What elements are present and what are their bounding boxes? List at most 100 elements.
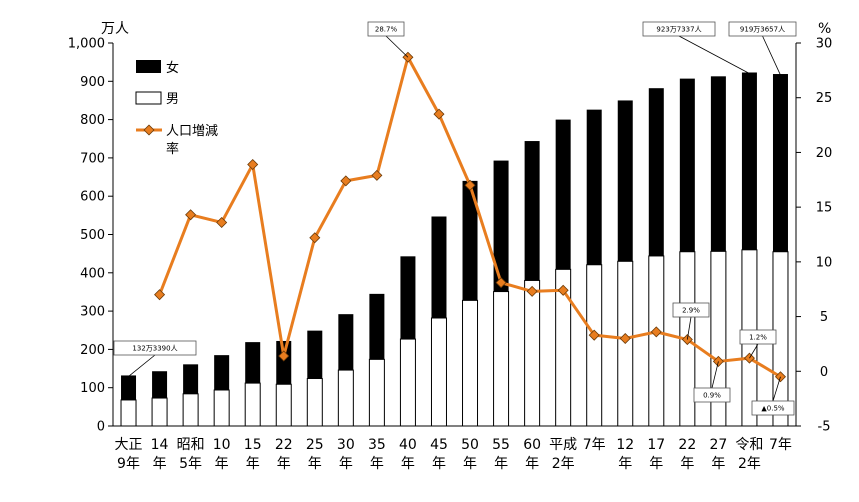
callout-text: ▲0.5% [761,405,785,413]
x-tick-label: 14 [151,437,169,453]
bar-male [493,291,510,427]
bars-layer [120,72,789,427]
bar-female [710,76,726,252]
growth-line-layer [154,51,786,383]
callout-leader [678,35,750,74]
x-tick-label: 年 [401,456,415,472]
left-tick-label: 600 [80,190,105,205]
bar-male [275,383,292,427]
right-tick-label: 15 [816,201,833,216]
growth-rate-marker [247,158,259,170]
right-axis-unit: % [818,21,831,37]
right-tick-label: 25 [816,91,833,106]
x-tick-label: 50 [461,437,479,453]
callout-text: 1.2% [749,334,767,342]
bar-male [151,397,168,427]
x-tick-label: 30 [337,437,355,453]
x-tick-label: 27 [709,437,727,453]
x-tick-label: 35 [368,437,386,453]
callout-text: 919万3657人 [740,26,785,34]
growth-rate-marker [619,332,631,344]
growth-rate-marker [185,209,197,221]
growth-rate-marker [340,175,352,187]
bar-female [338,314,354,371]
bar-female [183,364,199,394]
callout-leader [385,35,409,58]
bar-female [245,342,261,384]
bar-male [244,382,261,427]
growth-rate-marker [433,108,445,120]
x-tick-label: 22 [678,437,696,453]
left-tick-label: 100 [80,381,105,396]
callout-leader [762,35,781,76]
x-tick-label: 年 [370,456,384,472]
growth-rate-marker [495,277,507,289]
legend-label-male: 男 [166,92,179,107]
callout-box [113,340,197,356]
growth-rate-marker [371,169,383,181]
callout-box [672,302,710,318]
left-tick-label: 500 [80,228,105,243]
callout-leader [686,316,692,340]
x-tick-label: 令和 [735,437,763,453]
bar-male [120,399,137,427]
callout-box [367,21,405,37]
bar-male [213,389,230,427]
bar-male [306,378,323,427]
legend-swatch-male [135,91,162,105]
x-tick-label: 17 [647,437,665,453]
growth-rate-marker [557,284,569,296]
x-tick-label: 年 [680,456,694,472]
bar-female [679,78,695,252]
x-tick-label: 7年 [583,437,606,453]
x-tick-label: 年 [153,456,167,472]
x-tick-label: 15 [244,437,262,453]
x-tick-label: 年 [494,456,508,472]
bar-female [617,100,633,262]
callout-text: 923万7337人 [656,26,701,34]
left-tick-label: 0 [97,420,105,435]
left-tick-label: 700 [80,151,105,166]
callout-box [739,329,777,345]
bar-male [648,255,665,427]
bar-female [493,160,509,292]
bar-female [307,330,323,379]
callout-box [693,387,731,403]
bar-female [524,141,540,281]
x-tick-label: 昭和 [177,437,205,453]
right-tick-label: 30 [816,37,833,52]
callout-box [642,21,716,37]
x-tick-label: 年 [215,456,229,472]
legend-growth-marker [143,124,155,136]
left-axis-unit: 万人 [101,21,129,37]
x-tick-label: 9年 [117,456,140,472]
callout-text: 132万3390人 [132,345,177,353]
bar-female [369,293,385,360]
bar-male [430,317,447,427]
callouts-layer: 132万3390人 28.7% 923万7337人 919万3657人 2.9% 0.9%… [113,21,797,416]
labels-layer: 0 100 200 300 400 500 600 700 800 900 1,000 -5 0 5 10 1… [68,21,832,472]
bar-female [648,88,664,256]
growth-rate-marker [309,232,321,244]
legend-label-growth: 人口増減 [166,123,218,139]
x-tick-label: 12 [616,437,634,453]
bar-female [400,256,416,340]
x-tick-label: 55 [492,437,510,453]
right-tick-label: 0 [820,365,828,380]
callout-text: 28.7% [375,26,398,34]
callout-leader [128,354,156,377]
x-tick-label: 22 [275,437,293,453]
x-tick-label: 年 [432,456,446,472]
bar-male [399,338,416,427]
growth-rate-marker [650,326,662,338]
bar-female [772,74,788,252]
x-tick-label: 年 [649,456,663,472]
bar-female [555,119,571,270]
x-tick-label: 5年 [179,456,202,472]
bar-male [182,393,199,427]
callout-leader [711,361,719,389]
x-tick-label: 2年 [552,456,575,472]
bar-male [337,369,354,427]
bar-female [121,375,137,400]
